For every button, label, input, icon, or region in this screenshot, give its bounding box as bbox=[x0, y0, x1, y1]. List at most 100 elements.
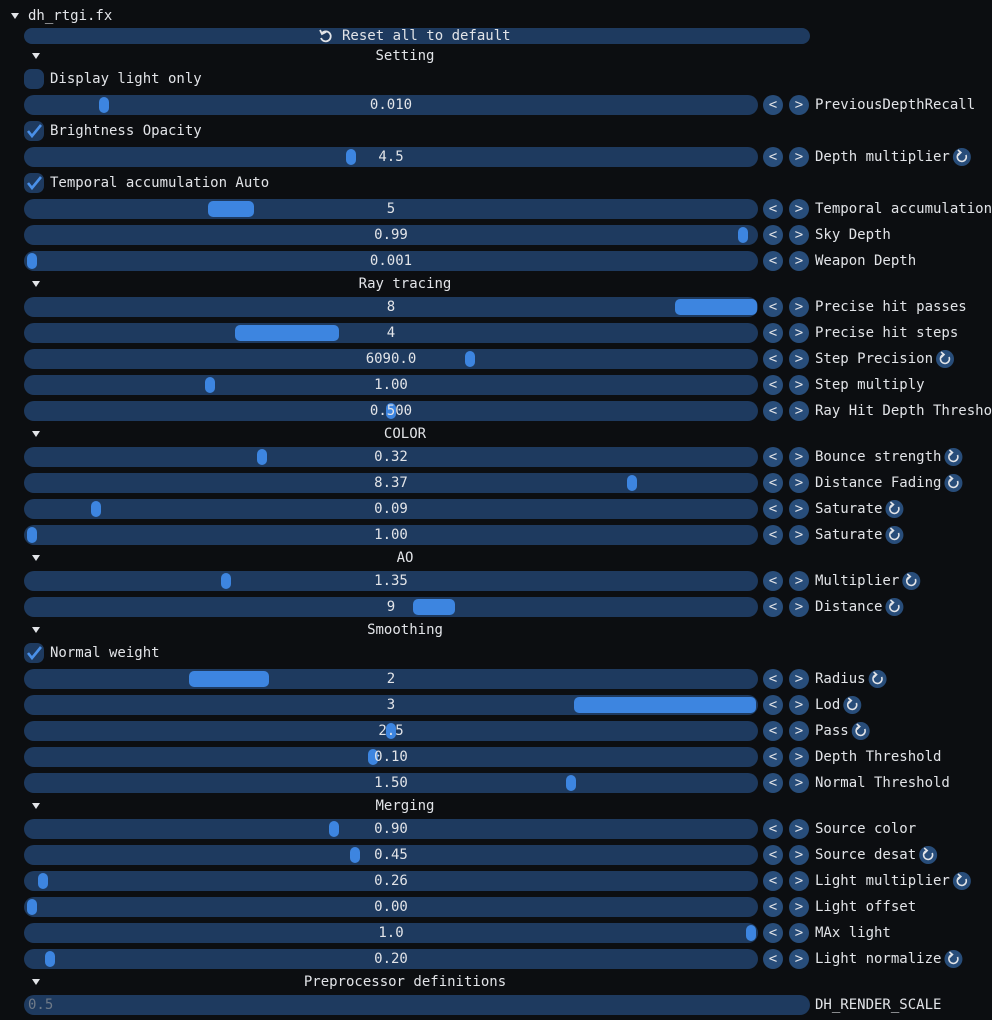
reset-icon[interactable] bbox=[952, 148, 971, 166]
step-button-label[interactable]: < bbox=[769, 821, 777, 837]
step-button-label[interactable]: > bbox=[795, 749, 803, 765]
slider-knob[interactable] bbox=[675, 299, 757, 315]
reset-icon[interactable] bbox=[944, 474, 963, 492]
checkbox[interactable] bbox=[24, 643, 44, 663]
slider-knob[interactable] bbox=[627, 475, 637, 491]
step-button-label[interactable]: < bbox=[769, 403, 777, 419]
section-title[interactable]: Merging bbox=[375, 798, 434, 814]
step-button[interactable] bbox=[763, 447, 783, 467]
step-button-label[interactable]: > bbox=[795, 299, 803, 315]
checkbox-label[interactable]: Brightness Opacity bbox=[50, 123, 202, 139]
section-arrow[interactable] bbox=[32, 53, 40, 59]
section-title[interactable]: Setting bbox=[375, 48, 434, 64]
input-value[interactable]: 0.5 bbox=[28, 997, 53, 1013]
step-button[interactable] bbox=[763, 923, 783, 943]
slider-track[interactable] bbox=[24, 923, 758, 943]
section-title[interactable]: AO bbox=[397, 550, 414, 566]
step-button-label[interactable]: < bbox=[769, 749, 777, 765]
step-button-label[interactable]: > bbox=[795, 925, 803, 941]
step-button-label[interactable]: > bbox=[795, 951, 803, 967]
step-button[interactable] bbox=[789, 747, 809, 767]
step-button-label[interactable]: > bbox=[795, 723, 803, 739]
step-button[interactable] bbox=[789, 923, 809, 943]
slider-track[interactable] bbox=[24, 447, 758, 467]
step-button[interactable] bbox=[789, 349, 809, 369]
step-button[interactable] bbox=[763, 695, 783, 715]
step-button-label[interactable]: < bbox=[769, 925, 777, 941]
step-button[interactable] bbox=[763, 871, 783, 891]
reset-icon[interactable] bbox=[944, 448, 963, 466]
step-button[interactable] bbox=[763, 819, 783, 839]
step-button[interactable] bbox=[763, 571, 783, 591]
slider-knob[interactable] bbox=[27, 253, 37, 269]
section-arrow[interactable] bbox=[32, 627, 40, 633]
step-button[interactable] bbox=[763, 525, 783, 545]
step-button[interactable] bbox=[789, 225, 809, 245]
slider-knob[interactable] bbox=[386, 403, 396, 419]
step-button-label[interactable]: > bbox=[795, 671, 803, 687]
step-button[interactable] bbox=[763, 473, 783, 493]
step-button-label[interactable]: > bbox=[795, 501, 803, 517]
section-title[interactable]: Smoothing bbox=[367, 622, 443, 638]
step-button-label[interactable]: < bbox=[769, 253, 777, 269]
step-button-label[interactable]: < bbox=[769, 899, 777, 915]
step-button-label[interactable]: > bbox=[795, 325, 803, 341]
step-button-label[interactable]: < bbox=[769, 97, 777, 113]
section-arrow[interactable] bbox=[32, 281, 40, 287]
step-button-label[interactable]: > bbox=[795, 697, 803, 713]
step-button-label[interactable]: < bbox=[769, 377, 777, 393]
slider-track[interactable] bbox=[24, 949, 758, 969]
step-button[interactable] bbox=[789, 597, 809, 617]
step-button-label[interactable]: < bbox=[769, 723, 777, 739]
step-button-label[interactable]: < bbox=[769, 527, 777, 543]
slider-knob[interactable] bbox=[38, 873, 48, 889]
step-button-label[interactable]: > bbox=[795, 97, 803, 113]
section-title[interactable]: COLOR bbox=[384, 426, 427, 442]
step-button-label[interactable]: > bbox=[795, 149, 803, 165]
step-button[interactable] bbox=[789, 773, 809, 793]
slider-track[interactable] bbox=[24, 199, 758, 219]
step-button[interactable] bbox=[763, 845, 783, 865]
step-button-label[interactable]: > bbox=[795, 227, 803, 243]
step-button-label[interactable]: < bbox=[769, 475, 777, 491]
slider-knob[interactable] bbox=[235, 325, 339, 341]
slider-knob[interactable] bbox=[746, 925, 756, 941]
step-button-label[interactable]: < bbox=[769, 449, 777, 465]
step-button-label[interactable]: < bbox=[769, 599, 777, 615]
step-button[interactable] bbox=[763, 747, 783, 767]
reset-icon[interactable] bbox=[944, 950, 963, 968]
step-button[interactable] bbox=[763, 95, 783, 115]
slider-knob[interactable] bbox=[574, 697, 756, 713]
step-button-label[interactable]: < bbox=[769, 501, 777, 517]
step-button[interactable] bbox=[789, 571, 809, 591]
step-button[interactable] bbox=[763, 949, 783, 969]
step-button-label[interactable]: > bbox=[795, 351, 803, 367]
reset-icon[interactable] bbox=[885, 500, 904, 518]
reset-icon[interactable] bbox=[885, 526, 904, 544]
slider-knob[interactable] bbox=[208, 201, 254, 217]
reset-icon[interactable] bbox=[936, 350, 955, 368]
step-button[interactable] bbox=[763, 897, 783, 917]
step-button[interactable] bbox=[789, 669, 809, 689]
slider-knob[interactable] bbox=[566, 775, 576, 791]
step-button[interactable] bbox=[789, 323, 809, 343]
slider-knob[interactable] bbox=[386, 723, 396, 739]
slider-knob[interactable] bbox=[465, 351, 475, 367]
slider-track[interactable] bbox=[24, 571, 758, 591]
step-button-label[interactable]: < bbox=[769, 775, 777, 791]
step-button-label[interactable]: < bbox=[769, 149, 777, 165]
step-button[interactable] bbox=[789, 95, 809, 115]
slider-track[interactable] bbox=[24, 499, 758, 519]
section-arrow[interactable] bbox=[32, 979, 40, 985]
step-button[interactable] bbox=[789, 251, 809, 271]
step-button-label[interactable]: > bbox=[795, 847, 803, 863]
section-arrow[interactable] bbox=[32, 431, 40, 437]
slider-track[interactable] bbox=[24, 323, 758, 343]
step-button[interactable] bbox=[789, 819, 809, 839]
slider-knob[interactable] bbox=[45, 951, 55, 967]
checkbox-label[interactable]: Temporal accumulation Auto bbox=[50, 175, 269, 191]
step-button-label[interactable]: > bbox=[795, 403, 803, 419]
step-button-label[interactable]: > bbox=[795, 899, 803, 915]
step-button[interactable] bbox=[789, 525, 809, 545]
slider-knob[interactable] bbox=[368, 749, 378, 765]
